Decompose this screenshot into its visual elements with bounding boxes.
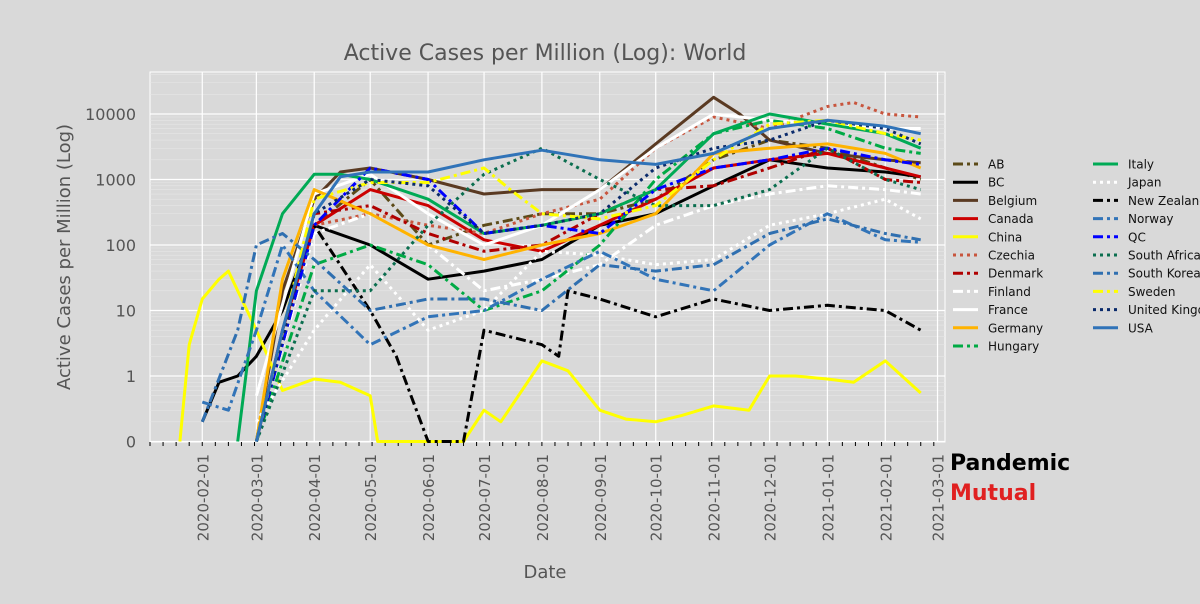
legend-label: USA [1128, 321, 1154, 335]
legend-label: Canada [988, 212, 1034, 226]
series-line-china [178, 269, 922, 443]
series-line-south-korea [200, 217, 921, 423]
chart-title: Active Cases per Million (Log): World [344, 41, 747, 66]
y-ticks: 0 1 10 100 1000 10000 [85, 105, 136, 452]
series-lines [178, 95, 922, 443]
x-tick-label: 2020-06-01 [420, 454, 438, 541]
legend-label: France [988, 303, 1028, 317]
series-line-czechia [254, 101, 921, 442]
legend-label: Hungary [988, 340, 1039, 354]
legend-label: Czechia [988, 249, 1035, 263]
x-tick-label: 2020-07-01 [476, 454, 494, 541]
x-tick-label: 2020-04-01 [306, 454, 324, 541]
legend-label: New Zealand [1128, 194, 1200, 208]
series-line-new-zealand [254, 223, 922, 443]
y-tick-label: 1000 [95, 171, 136, 190]
x-tick-label: 2020-12-01 [762, 454, 780, 541]
x-tick-label: 2021-03-01 [930, 454, 948, 541]
legend-label: Finland [988, 285, 1031, 299]
x-tick-label: 2020-08-01 [534, 454, 552, 541]
y-tick-label: 10 [116, 302, 136, 321]
legend-label: QC [1128, 230, 1146, 244]
x-tick-label: 2021-01-01 [819, 454, 837, 541]
legend-label: Japan [1127, 176, 1161, 190]
y-tick-label: 100 [105, 236, 136, 255]
series-line-hungary [254, 118, 921, 442]
x-axis-label: Date [523, 562, 566, 583]
y-tick-label: 0 [126, 433, 136, 452]
legend-label: Sweden [1128, 285, 1175, 299]
logo-pandemic: Pandemic [950, 451, 1070, 476]
x-tick-label: 2021-02-01 [877, 454, 895, 541]
legend-label: China [988, 230, 1022, 244]
series-line-norway [201, 212, 921, 412]
legend-label: BC [988, 176, 1004, 190]
legend-label: Belgium [988, 194, 1037, 208]
series-line-south-africa [254, 146, 922, 443]
legend-label: Norway [1128, 212, 1174, 226]
y-tick-label: 1 [126, 367, 136, 386]
series-line-usa [254, 118, 922, 442]
series-line-germany [254, 142, 922, 442]
legend-label: South Africa [1128, 249, 1200, 263]
logo-mutual: Mutual [950, 481, 1036, 506]
x-tick-label: 2020-11-01 [706, 454, 724, 541]
y-axis-label: Active Cases per Million (Log) [54, 124, 75, 390]
x-tick-label: 2020-09-01 [592, 454, 610, 541]
legend-label: Germany [988, 321, 1043, 335]
legend-label: Italy [1128, 158, 1154, 172]
legend: AB BC Belgium Canada China Czechia Denmark Finl… [953, 158, 1200, 354]
x-tick-label: 2020-10-01 [648, 454, 666, 541]
legend-label: AB [988, 158, 1004, 172]
x-tick-label: 2020-02-01 [194, 454, 212, 541]
x-ticks: 2020-02-01 2020-03-01 2020-04-01 2020-05-01… [149, 442, 948, 541]
y-tick-label: 10000 [85, 105, 136, 124]
legend-label: United Kingdom [1128, 303, 1200, 317]
x-tick-label: 2020-05-01 [362, 454, 380, 541]
legend-label: Denmark [988, 267, 1043, 281]
x-tick-label: 2020-03-01 [248, 454, 266, 541]
legend-label: South Korea [1128, 267, 1200, 281]
